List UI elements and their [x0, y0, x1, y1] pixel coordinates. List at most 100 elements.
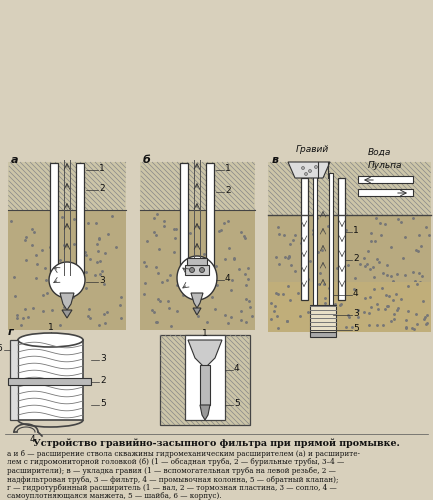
Point [238, 228, 245, 236]
Point [412, 310, 419, 318]
Point [351, 274, 358, 282]
Point [295, 289, 302, 297]
Point [422, 313, 429, 321]
Point [394, 270, 401, 278]
Polygon shape [49, 262, 85, 298]
Polygon shape [62, 310, 72, 318]
Point [365, 288, 372, 296]
Point [383, 302, 390, 310]
Ellipse shape [314, 166, 317, 168]
Point [409, 214, 416, 222]
Point [84, 220, 91, 228]
Point [388, 316, 394, 324]
Point [180, 224, 187, 232]
Point [152, 318, 159, 326]
Point [365, 309, 372, 317]
Point [401, 270, 408, 278]
Point [165, 304, 172, 312]
Point [320, 285, 326, 293]
Bar [76, 163, 84, 275]
Point [390, 277, 397, 285]
Point [226, 244, 233, 252]
Point [411, 277, 418, 285]
Point [351, 285, 358, 293]
Point [425, 232, 432, 239]
Point [291, 267, 298, 275]
Point [330, 322, 337, 330]
Point [290, 236, 297, 244]
Point [304, 308, 311, 316]
Point [312, 266, 319, 274]
Point [413, 246, 420, 254]
Point [360, 308, 367, 316]
Point [345, 262, 352, 270]
Point [415, 231, 422, 239]
Point [384, 302, 391, 310]
Point [153, 318, 160, 326]
Point [409, 268, 416, 276]
Point [96, 256, 103, 264]
Point [371, 273, 378, 281]
Ellipse shape [301, 166, 304, 170]
Point [360, 254, 367, 262]
Point [304, 282, 311, 290]
Point [51, 286, 58, 294]
Point [53, 220, 60, 228]
Bar [185, 265, 209, 275]
Point [414, 316, 421, 324]
Point [87, 256, 94, 264]
Point [297, 239, 304, 247]
Point [356, 260, 363, 268]
Point [349, 278, 356, 286]
Bar [310, 332, 336, 337]
Point [388, 272, 395, 280]
Point [423, 319, 430, 327]
Point [402, 323, 409, 331]
Point [95, 234, 102, 241]
Point [281, 290, 288, 298]
Point [361, 311, 368, 319]
Point [242, 318, 249, 326]
Point [7, 216, 14, 224]
Point [143, 238, 150, 246]
Point [355, 306, 362, 314]
Point [271, 302, 278, 310]
Point [194, 296, 201, 304]
Point [21, 306, 28, 314]
Point [284, 318, 291, 326]
Point [291, 230, 298, 238]
Point [415, 268, 422, 276]
Point [183, 250, 190, 258]
Text: 1: 1 [48, 323, 53, 332]
Point [275, 230, 282, 238]
Point [332, 300, 339, 308]
Text: Устройство гравийно-засыпного фильтра при прямой промывке.: Устройство гравийно-засыпного фильтра пр… [32, 438, 399, 448]
Bar [358, 176, 413, 183]
Point [152, 263, 159, 271]
Point [112, 243, 119, 251]
Point [272, 309, 279, 317]
Point [32, 274, 39, 282]
Point [362, 262, 369, 270]
Point [281, 231, 288, 239]
Point [336, 232, 343, 239]
Point [391, 320, 397, 328]
Point [267, 314, 274, 322]
Point [168, 322, 174, 330]
Point [96, 322, 103, 330]
Point [275, 224, 282, 232]
Text: Пульпа: Пульпа [368, 161, 403, 170]
Point [327, 270, 334, 278]
Point [14, 314, 21, 322]
Point [347, 320, 354, 328]
Text: а: а [11, 155, 19, 165]
Point [185, 276, 192, 283]
Point [172, 234, 179, 241]
Point [415, 246, 422, 254]
Ellipse shape [304, 172, 307, 176]
Point [101, 310, 108, 318]
Point [320, 280, 327, 288]
Point [117, 293, 124, 301]
Point [299, 250, 306, 258]
Point [364, 247, 371, 255]
